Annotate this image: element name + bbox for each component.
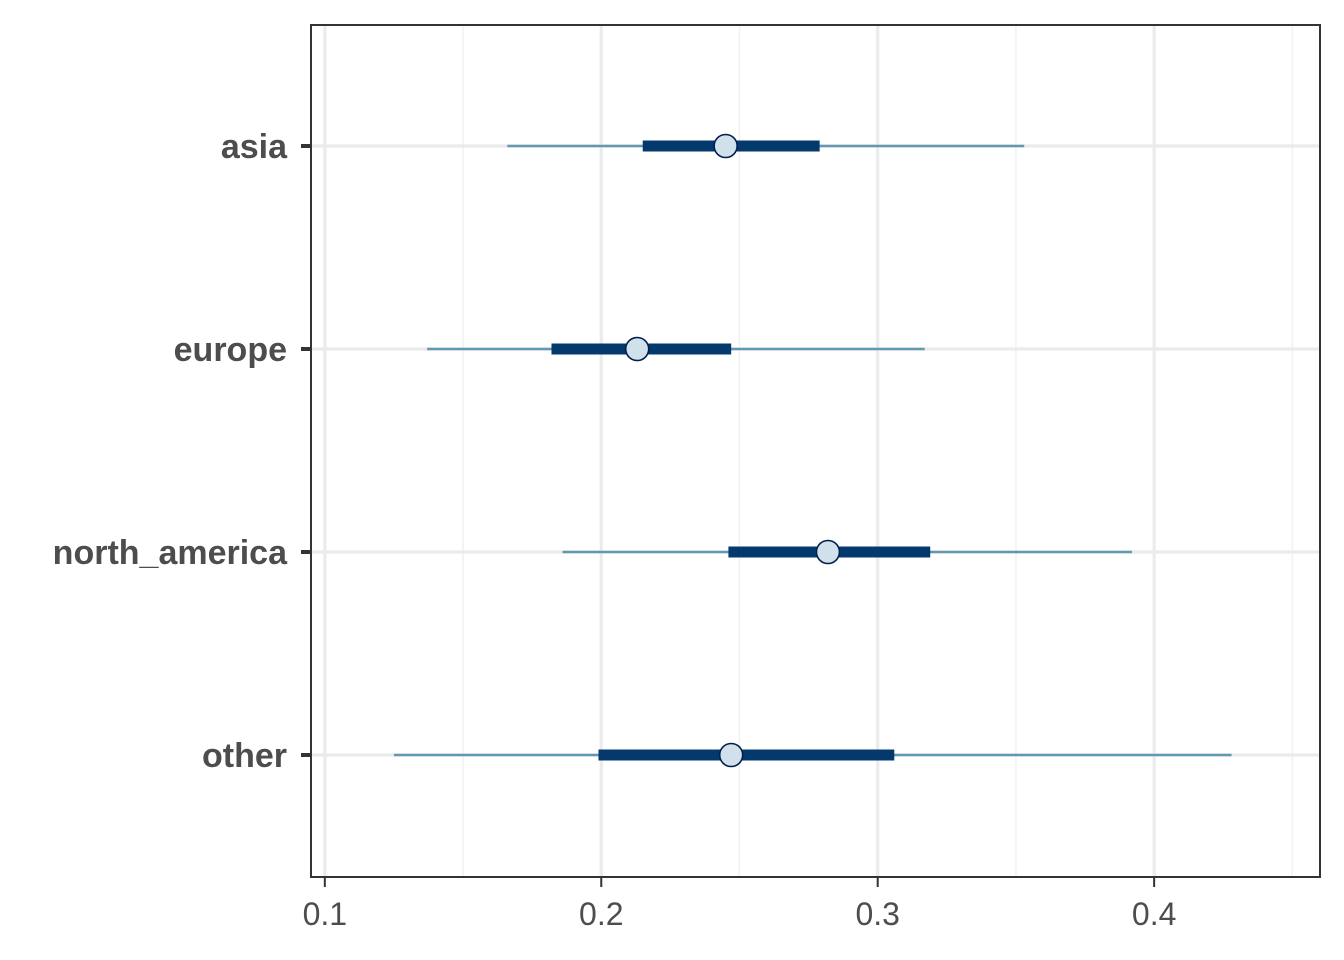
point-estimate-asia <box>713 133 738 159</box>
point-estimate-north_america <box>815 539 841 565</box>
panel-border <box>310 24 1321 878</box>
y-tick-label-asia: asia <box>221 128 288 166</box>
y-tick-label-north_america: north_america <box>53 534 288 572</box>
y-tick-label-other: other <box>202 737 287 775</box>
x-tick-label: 0.1 <box>303 896 347 932</box>
x-tick-label: 0.3 <box>855 896 899 932</box>
x-tick-label: 0.2 <box>579 896 623 932</box>
point-estimate-other <box>718 742 744 768</box>
x-tick-label: 0.4 <box>1132 896 1176 932</box>
point-estimate-europe <box>624 336 650 362</box>
y-tick-label-europe: europe <box>174 331 287 369</box>
